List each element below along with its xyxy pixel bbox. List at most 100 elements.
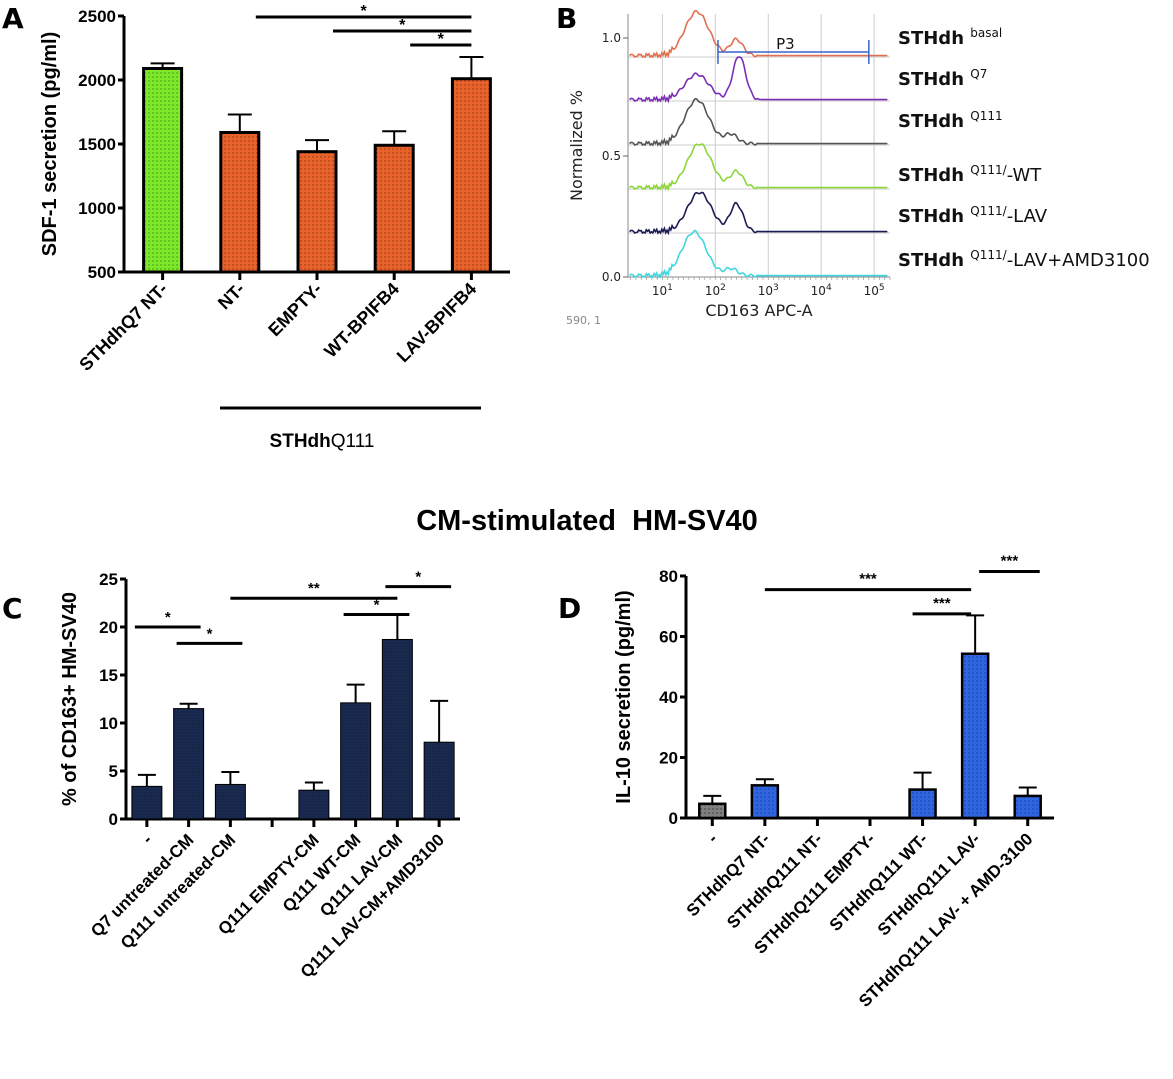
tick-base: 10 <box>811 284 826 298</box>
y-tick-label: 2500 <box>78 7 116 26</box>
significance-star: * <box>165 609 171 626</box>
legend-superscript: Q111/ <box>970 248 1007 262</box>
y-axis-label: IL-10 secretion (pg/ml) <box>613 590 635 803</box>
x-category-label: STHdhQ111 NT- <box>723 829 826 932</box>
x-category-label: STHdhQ7 NT- <box>75 279 171 375</box>
histogram-line <box>629 9 888 59</box>
bar <box>750 784 780 820</box>
panel-a-chart: 500 1000 1500 2000 2500 SDF-1 secretion (pg/m… <box>39 3 510 452</box>
x-axis-label: CD163 APC-A <box>705 301 812 320</box>
tick-exponent: 1 <box>667 283 673 293</box>
figure-title: CM-stimulated HM-SV40 <box>416 505 758 537</box>
y-tick-label: 0.0 <box>602 270 621 284</box>
y-tick-label: 10 <box>99 714 118 733</box>
y-tick-label: 80 <box>659 567 678 586</box>
significance-star: * <box>399 17 406 34</box>
y-axis-label: SDF-1 secretion (pg/ml) <box>39 32 61 256</box>
significance-star: * <box>415 569 421 586</box>
tick-exponent: 4 <box>826 283 832 293</box>
significance-star: * <box>207 625 213 642</box>
significance-star: ** <box>308 580 320 597</box>
y-tick-label: 1000 <box>78 199 116 218</box>
significance-star: * <box>360 3 367 20</box>
bar <box>381 638 413 820</box>
legend-base: STHdh <box>898 165 970 186</box>
y-tick-label: 0 <box>669 809 678 828</box>
group-label-bold: STHdh <box>270 431 331 452</box>
x-category-label: WT-BPIFB4 <box>320 279 403 362</box>
y-tick-label: 1.0 <box>602 31 621 45</box>
y-tick-label: 0.5 <box>602 149 621 163</box>
legend-superscript: Q111/ <box>970 204 1007 218</box>
significance-star: * <box>438 31 445 48</box>
y-tick-label: 2000 <box>78 71 116 90</box>
coordinate-readout: 590, 1 <box>566 314 601 327</box>
panel-letter-d: D <box>558 592 581 625</box>
y-tick-label: 500 <box>88 263 116 282</box>
bar <box>1013 794 1042 820</box>
panel-letter-c: C <box>2 592 23 625</box>
tick-base: 10 <box>758 284 773 298</box>
legend-label: STHdh Q111/-WT <box>898 163 1042 186</box>
histogram-line <box>629 229 888 280</box>
legend-base: STHdh <box>898 69 970 90</box>
legend-superscript: Q111 <box>970 109 1002 123</box>
tick-base: 10 <box>864 284 879 298</box>
x-category-label: - <box>138 830 155 847</box>
tick-exponent: 2 <box>720 283 726 293</box>
bar <box>131 785 163 820</box>
bar <box>698 802 727 820</box>
x-category-label: LAV-BPIFB4 <box>393 279 480 366</box>
significance-star: *** <box>859 571 877 588</box>
x-category-label: - <box>704 829 721 846</box>
legend-label: STHdh Q111/-LAV+AMD3100 <box>898 248 1150 271</box>
legend-suffix: -LAV <box>1007 206 1048 227</box>
legend-superscript: Q7 <box>970 67 987 81</box>
y-tick-label: 15 <box>99 666 118 685</box>
histogram-line <box>629 191 888 236</box>
legend-label: STHdh basal <box>898 26 1002 49</box>
y-axis-label: % of CD163+ HM-SV40 <box>59 592 81 806</box>
bar <box>214 783 246 820</box>
bar <box>340 702 372 820</box>
legend-superscript: basal <box>970 26 1002 40</box>
y-tick-label: 25 <box>99 570 118 589</box>
histogram-line <box>629 56 888 104</box>
histogram-line <box>629 143 888 192</box>
legend-suffix: -WT <box>1007 165 1043 186</box>
x-tick-label: 101 <box>652 283 673 298</box>
y-axis-label: Normalized % <box>567 90 586 201</box>
tick-base: 10 <box>652 284 667 298</box>
x-tick-label: 105 <box>864 283 885 298</box>
x-category-label: EMPTY- <box>264 279 326 341</box>
panel-letter-b: B <box>556 2 577 35</box>
panel-letter-a: A <box>2 2 24 35</box>
bar <box>908 788 937 820</box>
bar <box>450 77 492 274</box>
histogram-line <box>629 97 888 147</box>
y-tick-label: 60 <box>659 627 678 646</box>
legend-superscript: Q111/ <box>970 163 1007 177</box>
legend-label: STHdh Q111 <box>898 109 1003 132</box>
legend-suffix: -LAV+AMD3100 <box>1007 250 1150 271</box>
bar <box>296 150 338 274</box>
y-tick-label: 5 <box>109 762 118 781</box>
bar <box>373 143 415 274</box>
bar <box>142 66 184 274</box>
bar <box>960 652 990 820</box>
bar <box>423 741 455 820</box>
legend-label: STHdh Q7 <box>898 67 987 90</box>
x-tick-label: 102 <box>705 283 726 298</box>
x-tick-label: 103 <box>758 283 779 298</box>
y-tick-label: 0 <box>109 810 118 829</box>
x-category-label: NT- <box>214 279 249 314</box>
group-bracket-label: STHdhQ111 <box>270 431 375 452</box>
y-tick-label: 1500 <box>78 135 116 154</box>
bar <box>173 708 205 820</box>
y-tick-label: 20 <box>659 748 678 767</box>
bar <box>219 130 261 274</box>
legend-base: STHdh <box>898 28 970 49</box>
